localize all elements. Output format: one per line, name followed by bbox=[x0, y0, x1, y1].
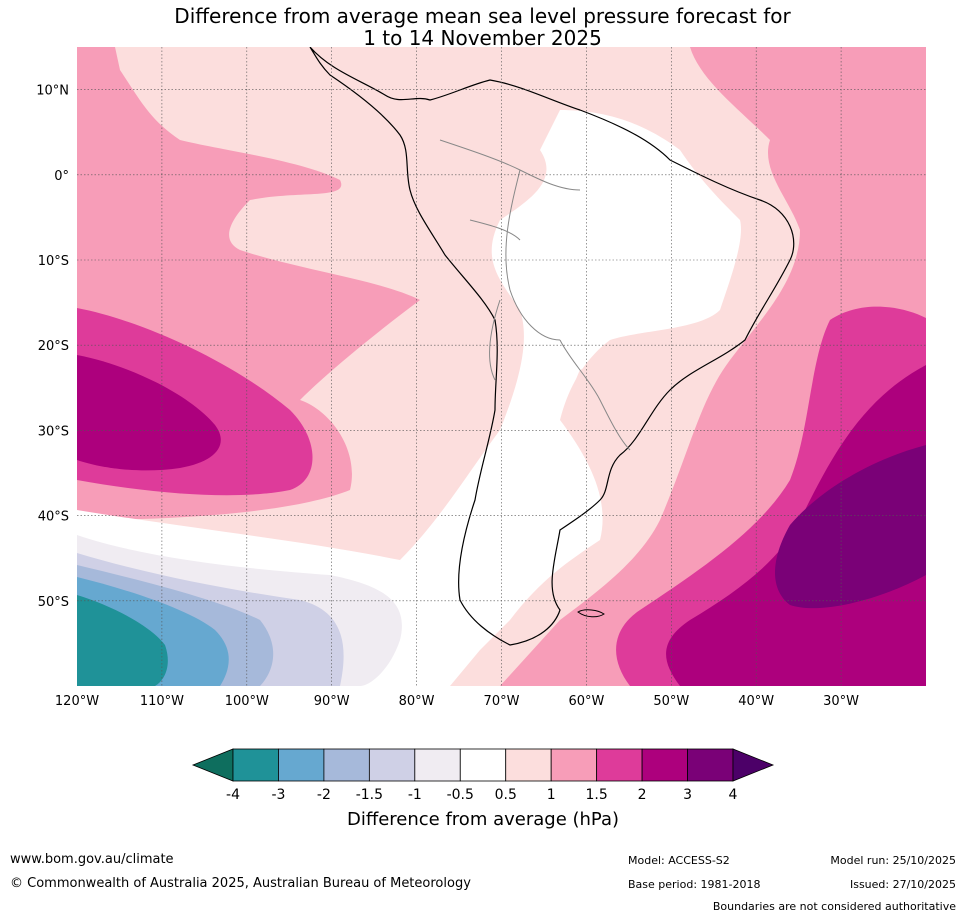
colorbar-title: Difference from average (hPa) bbox=[347, 809, 619, 830]
chart-title: Difference from average mean sea level p… bbox=[0, 5, 965, 49]
longitude-labels: 120°W 110°W 100°W 90°W 80°W 70°W 60°W 50°W 40°W 3… bbox=[55, 694, 859, 709]
field-2-3-east bbox=[666, 365, 926, 686]
lon-label: 110°W bbox=[140, 694, 184, 709]
country-borders bbox=[439, 139, 631, 451]
field-3-4-east bbox=[775, 445, 926, 609]
issued-text: Issued: 27/10/2025 bbox=[849, 878, 956, 891]
colorbar-tick-label: -0.5 bbox=[447, 787, 474, 803]
graticule bbox=[77, 47, 926, 686]
colorbar-tick-label: 1 bbox=[547, 787, 556, 803]
falkland-islands bbox=[577, 609, 605, 618]
lon-label: 50°W bbox=[653, 694, 689, 709]
title-line-2: 1 to 14 November 2025 bbox=[363, 26, 602, 50]
colorbar-swatch bbox=[414, 748, 461, 782]
lat-label: 20°S bbox=[38, 339, 69, 354]
colorbar-extend-high bbox=[732, 748, 775, 782]
lat-label: 10°N bbox=[36, 84, 69, 99]
colorbar-swatch bbox=[641, 748, 688, 782]
website-link[interactable]: www.bom.gov.au/climate bbox=[10, 852, 174, 867]
title-line-1: Difference from average mean sea level p… bbox=[174, 4, 791, 28]
model-run-text: Model run: 25/10/2025 bbox=[830, 854, 956, 867]
field-neutral bbox=[77, 110, 741, 686]
colorbar-tick-label: -1 bbox=[408, 787, 422, 803]
coastline bbox=[309, 47, 795, 646]
lon-label: 40°W bbox=[738, 694, 774, 709]
model-text: Model: ACCESS-S2 bbox=[628, 854, 730, 867]
colorbar-swatch bbox=[550, 748, 598, 782]
colorbar-swatch bbox=[505, 748, 552, 782]
lon-label: 90°W bbox=[314, 694, 350, 709]
colorbar-swatch bbox=[323, 748, 370, 782]
lat-label: 30°S bbox=[38, 424, 69, 439]
lon-label: 100°W bbox=[225, 694, 269, 709]
lat-label: 50°S bbox=[38, 595, 69, 610]
colorbar-tick-label: -3 bbox=[271, 787, 285, 803]
copyright-text: © Commonwealth of Australia 2025, Austra… bbox=[10, 876, 471, 891]
colorbar-swatch bbox=[687, 748, 734, 782]
field-0.5-1-patch bbox=[573, 359, 693, 470]
lon-label: 120°W bbox=[55, 694, 99, 709]
field-2-3-west bbox=[77, 355, 221, 471]
lat-label: 10°S bbox=[38, 254, 69, 269]
colorbar-swatch bbox=[278, 748, 325, 782]
colorbar-swatch bbox=[459, 748, 507, 782]
lon-label: 60°W bbox=[568, 694, 604, 709]
colorbar-tick-label: 1.5 bbox=[586, 787, 608, 803]
lon-label: 80°W bbox=[399, 694, 435, 709]
lon-label: 70°W bbox=[484, 694, 520, 709]
colorbar-tick-label: 2 bbox=[638, 787, 647, 803]
lat-label: 40°S bbox=[38, 510, 69, 525]
colorbar-swatch bbox=[596, 748, 643, 782]
disclaimer-text: Boundaries are not considered authoritat… bbox=[712, 900, 956, 913]
colorbar-tick-label: -1.5 bbox=[356, 787, 383, 803]
colorbar-tick-label: 0.5 bbox=[495, 787, 517, 803]
colorbar-swatch bbox=[368, 748, 416, 782]
base-period-text: Base period: 1981-2018 bbox=[628, 878, 761, 891]
field-neg-3-4 bbox=[77, 595, 168, 686]
lon-label: 30°W bbox=[823, 694, 859, 709]
colorbar-tick-label: 4 bbox=[729, 787, 738, 803]
colorbar-tick-label: -4 bbox=[226, 787, 240, 803]
colorbar: -4 -3 -2 -1.5 -1 -0.5 0.5 1 1.5 2 3 4 bbox=[191, 748, 775, 803]
latitude-labels: 10°N 0° 10°S 20°S 30°S 40°S 50°S bbox=[36, 84, 69, 610]
colorbar-tick-label: -2 bbox=[317, 787, 331, 803]
lat-label: 0° bbox=[54, 169, 69, 184]
colorbar-swatch bbox=[232, 748, 279, 782]
colorbar-tick-label: 3 bbox=[683, 787, 692, 803]
colorbar-extend-low bbox=[191, 748, 234, 782]
